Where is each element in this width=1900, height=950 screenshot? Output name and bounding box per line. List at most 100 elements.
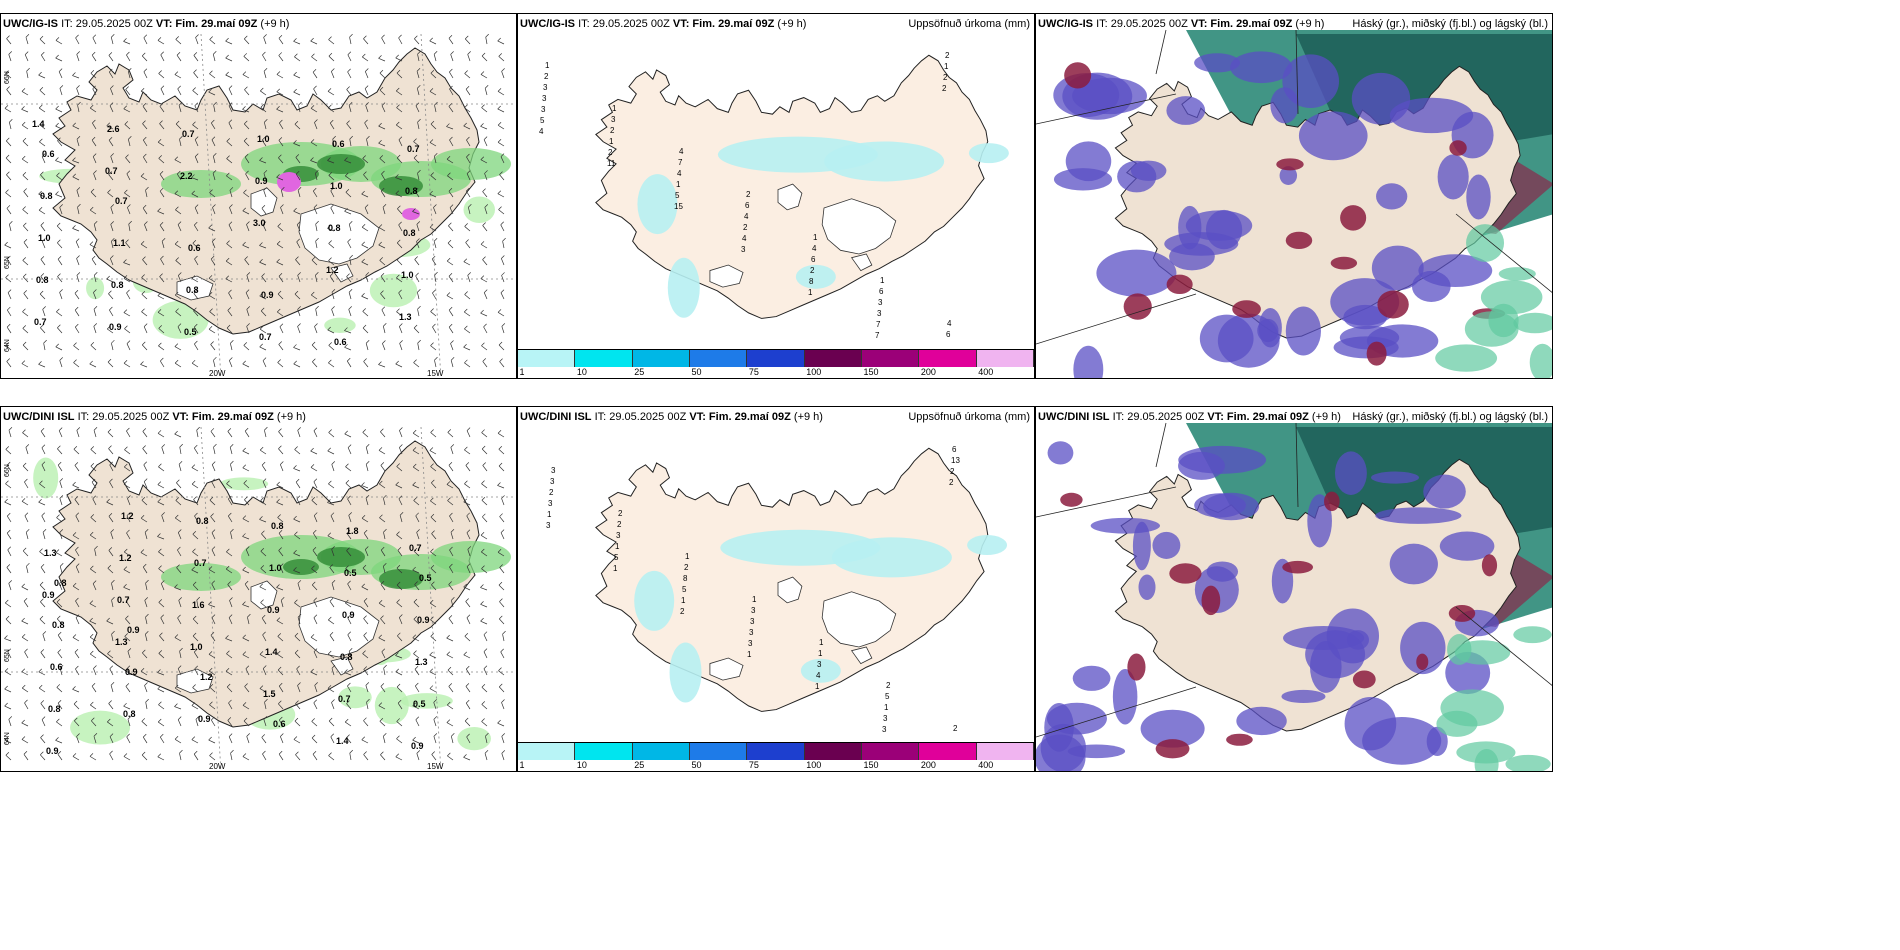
grid-label: 65N	[4, 256, 11, 269]
colorbar-swatch	[804, 743, 862, 760]
precip-value-label: 1	[545, 61, 550, 70]
wind-value-label: 1.4	[265, 647, 278, 657]
colorbar-label: 25	[634, 760, 645, 770]
colorbar-label: 75	[748, 760, 759, 770]
colorbar-label: 100	[806, 760, 822, 770]
colorbar-swatch	[689, 743, 748, 760]
wind-value-label: 1.6	[192, 600, 205, 610]
wind-value-label: 0.7	[409, 543, 422, 553]
precip-value-label: 3	[817, 660, 822, 669]
wind-value-label: 2.6	[107, 124, 120, 134]
wind-value-label: 1.8	[346, 526, 359, 536]
panel-dini-precip: UWC/DINI ISL IT: 29.05.2025 00Z VT: Fim.…	[517, 406, 1035, 772]
colorbar-label: 100	[806, 367, 822, 377]
wind-value-label: 1.0	[401, 270, 414, 280]
colorbar-label: 50	[691, 760, 702, 770]
precip-value-label: 3	[551, 466, 556, 475]
wind-value-label: 0.7	[117, 595, 130, 605]
precip-value-label: 2	[680, 607, 685, 616]
precip-value-label: 1	[808, 288, 813, 297]
precip-value-label: 3	[542, 94, 547, 103]
precip-value-label: 5	[885, 692, 890, 701]
precip-value-label: 2	[943, 73, 948, 82]
colorbar-label: 50	[691, 367, 702, 377]
precip-value-label: 3	[616, 531, 621, 540]
precip-value-label: 3	[546, 521, 551, 530]
wind-value-label: 1.4	[32, 119, 45, 129]
precip-value-label: 2	[950, 467, 955, 476]
wind-value-label: 0.7	[105, 166, 118, 176]
precip-value-label: 6	[745, 201, 750, 210]
panel-subtitle: Uppsöfnuð úrkoma (mm)	[908, 411, 1030, 423]
precip-value-label: 5	[682, 585, 687, 594]
precip-value-label: 1	[747, 650, 752, 659]
wind-map: 0.8 0.9 1.2 0.6 1.8 0.5 0.8 0.9 0.9 0.8 0.5 0.9 0.6 0…	[1, 426, 516, 771]
wind-value-label: 1.4	[336, 736, 349, 746]
precip-value-label: 2	[945, 51, 950, 60]
wind-value-label: 0.9	[267, 605, 280, 615]
panel-ig-precip: UWC/IG-IS IT: 29.05.2025 00Z VT: Fim. 29…	[517, 13, 1035, 379]
colorbar: 1 10 25 50 75 100 150 200 400	[518, 349, 1034, 378]
cloud-map	[1036, 29, 1552, 378]
precip-value-label: 2	[608, 148, 613, 157]
precip-value-label: 4	[679, 147, 684, 156]
colorbar-swatch	[861, 743, 920, 760]
wind-value-label: 0.9	[411, 741, 424, 751]
precip-value-label: 4	[816, 671, 821, 680]
panel-subtitle: Háský (gr.), miðský (fj.bl.) og lágský (…	[1352, 18, 1548, 30]
wind-value-label: 0.9	[198, 714, 211, 724]
precip-value-label: 2	[746, 190, 751, 199]
precip-value-label: 3	[741, 245, 746, 254]
colorbar-swatch	[747, 350, 805, 367]
precip-value-label: 4	[677, 169, 682, 178]
precip-value-label: 4	[744, 212, 749, 221]
precip-value-label: 4	[539, 127, 544, 136]
wind-value-label: 0.8	[271, 521, 284, 531]
colorbar-swatch	[747, 743, 805, 760]
precip-value-label: 2	[942, 84, 947, 93]
precip-value-label: 6	[946, 330, 951, 339]
colorbar-label: 150	[863, 760, 879, 770]
precip-value-label: 7	[875, 331, 880, 340]
colorbar-label: 400	[978, 367, 994, 377]
panel-title: UWC/DINI ISL IT: 29.05.2025 00Z VT: Fim.…	[1038, 411, 1341, 423]
wind-value-label: 1.0	[269, 563, 282, 573]
wind-value-label: 0.7	[34, 317, 47, 327]
wind-value-label: 0.6	[188, 243, 201, 253]
panel-ig-cloud: UWC/IG-IS IT: 29.05.2025 00Z VT: Fim. 29…	[1035, 13, 1553, 379]
wind-value-label: 1.2	[121, 511, 134, 521]
precip-value-label: 6	[879, 287, 884, 296]
panel-dini-wind: UWC/DINI ISL IT: 29.05.2025 00Z VT: Fim.…	[0, 406, 517, 772]
precip-value-label: 2	[617, 520, 622, 529]
precip-value-label: 5	[540, 116, 545, 125]
colorbar-swatch	[919, 743, 977, 760]
wind-value-label: 0.5	[344, 568, 357, 578]
wind-value-label: 1.0	[330, 181, 343, 191]
precip-value-label: 3	[550, 477, 555, 486]
precip-value-label: 11	[607, 159, 616, 168]
precip-value-label: 3	[748, 639, 753, 648]
grid-label: 65N	[4, 649, 11, 662]
precip-value-label: 2	[610, 126, 615, 135]
precip-value-label: 8	[809, 277, 814, 286]
colorbar-swatches	[518, 743, 1034, 760]
precip-value-label: 2	[886, 681, 891, 690]
precip-value-label: 3	[878, 298, 883, 307]
panel-subtitle: Háský (gr.), miðský (fj.bl.) og lágský (…	[1352, 411, 1548, 423]
precip-value-label: 6	[811, 255, 816, 264]
precip-value-label: 2	[618, 509, 623, 518]
precip-value-label: 5	[614, 553, 619, 562]
grid-label: 64N	[4, 732, 11, 745]
panel-title: UWC/DINI ISL IT: 29.05.2025 00Z VT: Fim.…	[3, 411, 306, 423]
grid-label: 15W	[427, 762, 444, 771]
precip-value-label: 1	[681, 596, 686, 605]
wind-value-label: 1.2	[200, 672, 213, 682]
wind-value-label: 0.8	[54, 578, 67, 588]
wind-value-label: 0.9	[42, 590, 55, 600]
precip-value-label: 3	[750, 617, 755, 626]
precip-value-label: 3	[541, 105, 546, 114]
precip-value-label: 7	[678, 158, 683, 167]
precip-value-label: 5	[675, 191, 680, 200]
wind-value-label: 0.7	[194, 558, 207, 568]
